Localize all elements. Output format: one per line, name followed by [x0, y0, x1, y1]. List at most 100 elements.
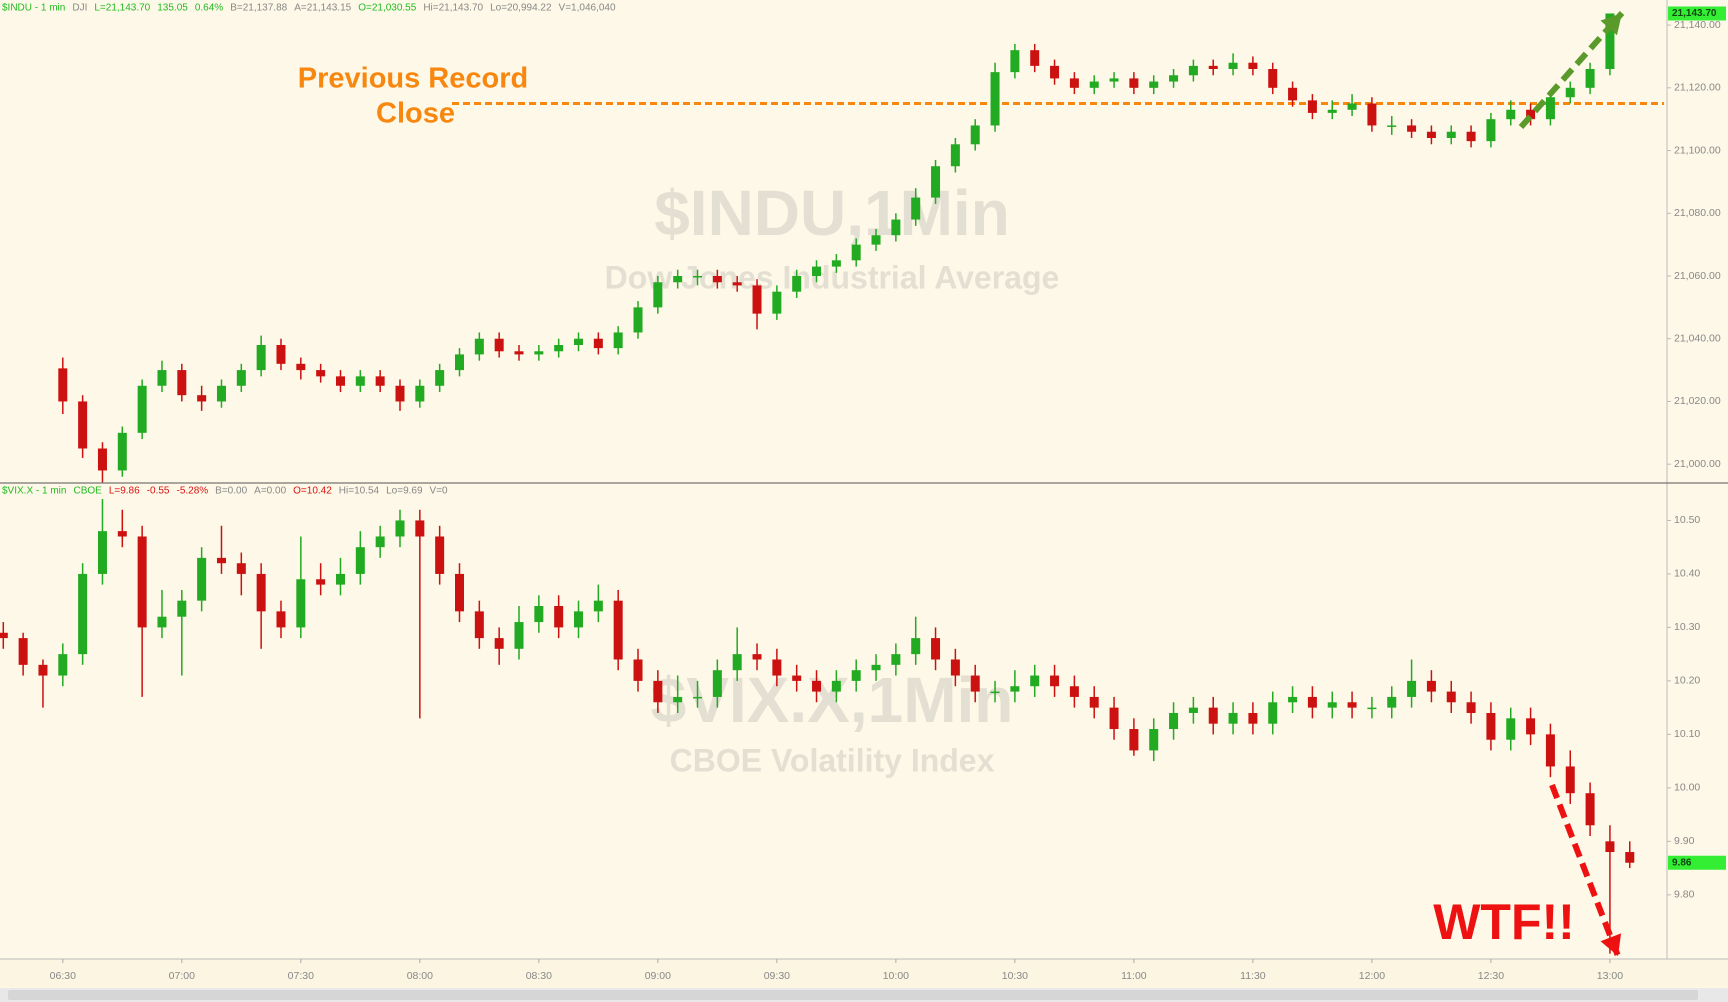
y-tick-label: 10.30 [1674, 621, 1700, 633]
candle-body [1446, 691, 1456, 703]
y-tick-label: 21,000.00 [1674, 458, 1721, 470]
candle-body [1030, 50, 1040, 66]
candle-body [335, 573, 345, 585]
candle-body [415, 520, 425, 537]
candle-body [355, 376, 365, 386]
candle-body [1307, 100, 1317, 113]
candle-body [375, 536, 385, 548]
candle-body [415, 385, 425, 402]
candle-body [950, 144, 960, 167]
candle-body [296, 363, 306, 371]
candle-body [534, 606, 544, 623]
candle-body [554, 345, 564, 352]
candle-body [812, 266, 822, 276]
candle-body [276, 611, 286, 628]
candle-body [78, 573, 88, 655]
x-tick-label: 09:00 [645, 970, 671, 982]
trend-arrow-up [1518, 11, 1625, 129]
candle-body [732, 654, 742, 671]
candle-body [1446, 131, 1456, 138]
candle-body [395, 520, 405, 537]
candle-body [1407, 680, 1417, 697]
candle-body [1605, 13, 1615, 70]
candle-body [236, 370, 246, 386]
candle-body [1109, 707, 1119, 730]
candle-body [712, 276, 722, 283]
candle-body [1466, 702, 1476, 713]
candle-body [1129, 78, 1139, 88]
candle-body [1347, 103, 1357, 110]
candle-body [157, 370, 167, 386]
candle-body [653, 282, 663, 308]
candle-body [554, 606, 564, 628]
candle-body [990, 691, 1000, 694]
candle-body [1129, 729, 1139, 751]
candle-body [316, 370, 326, 377]
last-value-label: 21,143.70 [1672, 8, 1717, 19]
candle-body [137, 536, 147, 628]
x-tick-label: 11:00 [1121, 970, 1147, 982]
candle-body [1585, 793, 1595, 826]
candle-body [1407, 125, 1417, 132]
last-value-label: 9.86 [1672, 857, 1692, 868]
header-item: Lo=20,994.22 [490, 3, 552, 14]
header-item: Hi=10.54 [339, 486, 380, 497]
y-tick-label: 10.50 [1674, 514, 1700, 526]
header-item: B=21,137.88 [230, 3, 287, 14]
header-item: A=21,143.15 [294, 3, 351, 14]
candle-body [633, 307, 643, 333]
candle-body [1288, 87, 1298, 101]
header-item: V=1,046,040 [559, 3, 616, 14]
candle-body [1169, 75, 1179, 82]
candle-body [1565, 87, 1575, 98]
y-tick-label: 10.00 [1674, 782, 1700, 794]
candle-body [18, 638, 28, 665]
candle-body [752, 654, 762, 660]
candle-body [831, 680, 841, 692]
candle-body [1486, 712, 1496, 740]
header-item: A=0.00 [254, 486, 286, 497]
candle-body [574, 611, 584, 628]
candle-body [911, 197, 921, 220]
header-item: CBOE [73, 486, 102, 497]
candle-body [197, 557, 207, 601]
y-tick-label: 9.90 [1674, 835, 1695, 847]
candle-body [613, 332, 623, 349]
candle-body [574, 338, 584, 345]
header-item: -0.55 [147, 486, 170, 497]
candle-body [732, 282, 742, 286]
header-item: L=21,143.70 [94, 3, 150, 14]
candle-body [1565, 766, 1575, 794]
candle-body [78, 401, 88, 449]
candle-body [911, 638, 921, 655]
candle-body [772, 291, 782, 314]
candle-body [653, 680, 663, 703]
candle-body [97, 531, 107, 574]
candle-body [58, 368, 68, 402]
header-item: Lo=9.69 [386, 486, 423, 497]
scrollbar-thumb[interactable] [8, 990, 1698, 1000]
reference-label: Close [376, 98, 455, 130]
header-item: O=21,030.55 [358, 3, 417, 14]
candle-body [355, 547, 365, 574]
header-item: V=0 [430, 486, 449, 497]
y-tick-label: 21,120.00 [1674, 82, 1721, 94]
candle-body [1169, 712, 1179, 730]
x-tick-label: 10:30 [1002, 970, 1028, 982]
candle-body [970, 125, 980, 145]
candle-body [613, 600, 623, 660]
candle-body [950, 659, 960, 676]
candle-body [593, 600, 603, 612]
candle-body [1307, 696, 1317, 708]
candle-body [891, 654, 901, 665]
candle-body [851, 244, 861, 261]
candle-body [256, 573, 266, 612]
candle-body [1208, 707, 1218, 724]
candle-body [117, 531, 127, 537]
candle-body [593, 338, 603, 349]
y-tick-label: 21,080.00 [1674, 207, 1721, 219]
header-item: $VIX.X - 1 min [2, 486, 66, 497]
candle-body [891, 219, 901, 236]
